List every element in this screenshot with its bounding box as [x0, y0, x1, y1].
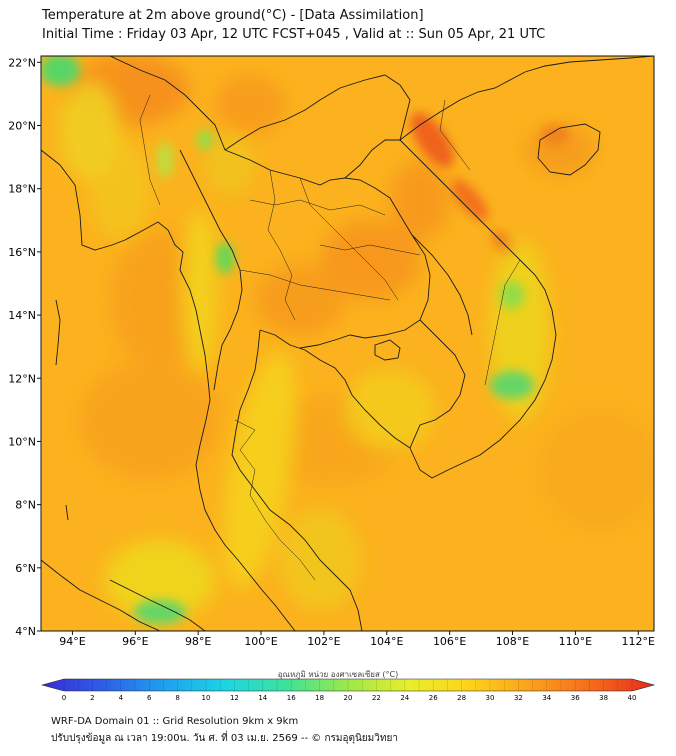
colorbar-tick-label: 20: [344, 694, 353, 702]
plot-frame: [40, 55, 655, 632]
colorbar-tick-label: 12: [230, 694, 239, 702]
colorbar-tick-label: 36: [571, 694, 580, 702]
colorbar-tick-label: 38: [599, 694, 608, 702]
lon-tick-label: 112°E: [622, 635, 655, 648]
map-title: Temperature at 2m above ground(°C) - [Da…: [42, 8, 424, 23]
lat-tick-label: 4°N: [15, 625, 36, 638]
colorbar-tick-label: 4: [119, 694, 124, 702]
lat-tick-label: 10°N: [8, 435, 36, 448]
colorbar-tick-label: 6: [147, 694, 152, 702]
latitude-axis: 22°N 20°N 18°N 16°N 14°N 12°N 10°N 8°N 6°N 4°N: [8, 56, 41, 638]
lon-tick-label: 100°E: [244, 635, 277, 648]
colorbar-tick-label: 16: [287, 694, 296, 702]
lat-tick-label: 22°N: [8, 56, 36, 69]
colorbar-tick-label: 32: [514, 694, 523, 702]
colorbar-tick-label: 40: [628, 694, 637, 702]
colorbar-tick-label: 22: [372, 694, 381, 702]
colorbar-label: อุณหภูมิ หน่วย องศาเซลเซียส (°C): [277, 670, 399, 679]
lat-tick-label: 18°N: [8, 183, 36, 196]
colorbar-tick-label: 30: [486, 694, 495, 702]
colorbar: 0 2 4 6 8 10 12 14 16 18 20 22 24 26 28 30 32 34 36 38 40: [40, 678, 656, 702]
colorbar-tick-label: 10: [202, 694, 211, 702]
colorbar-tick-label: 34: [542, 694, 551, 702]
footer-update-info: ปรับปรุงข้อมูล ณ เวลา 19:00น. วัน ศ. ที่…: [51, 733, 398, 744]
lat-tick-label: 20°N: [8, 120, 36, 133]
map-subtitle: Initial Time : Friday 03 Apr, 12 UTC FCS…: [42, 27, 546, 42]
colorbar-tick-label: 26: [429, 694, 438, 702]
colorbar-tick-label: 0: [62, 694, 66, 702]
colorbar-tick-label: 28: [457, 694, 466, 702]
colorbar-tick-label: 24: [400, 694, 409, 702]
lon-tick-label: 104°E: [370, 635, 403, 648]
lon-tick-label: 102°E: [307, 635, 340, 648]
lon-tick-label: 106°E: [433, 635, 466, 648]
coastline-borders: [41, 56, 654, 631]
lon-tick-label: 108°E: [496, 635, 529, 648]
lon-tick-label: 96°E: [122, 635, 148, 648]
footer-model-info: WRF-DA Domain 01 :: Grid Resolution 9km …: [51, 716, 299, 727]
colorbar-tick-label: 2: [90, 694, 94, 702]
lat-tick-label: 6°N: [15, 562, 36, 575]
colorbar-tick-label: 18: [315, 694, 324, 702]
lon-tick-label: 94°E: [59, 635, 85, 648]
lat-tick-label: 14°N: [8, 309, 36, 322]
lat-tick-label: 16°N: [8, 246, 36, 259]
colorbar-tick-label: 8: [175, 694, 179, 702]
longitude-axis: 94°E 96°E 98°E 100°E 102°E 104°E 106°E 108°E 110…: [59, 631, 655, 648]
colorbar-tick-label: 14: [258, 694, 267, 702]
lon-tick-label: 98°E: [185, 635, 211, 648]
lat-tick-label: 12°N: [8, 372, 36, 385]
lat-tick-label: 8°N: [15, 499, 36, 512]
temperature-field: [41, 56, 654, 631]
lon-tick-label: 110°E: [559, 635, 592, 648]
